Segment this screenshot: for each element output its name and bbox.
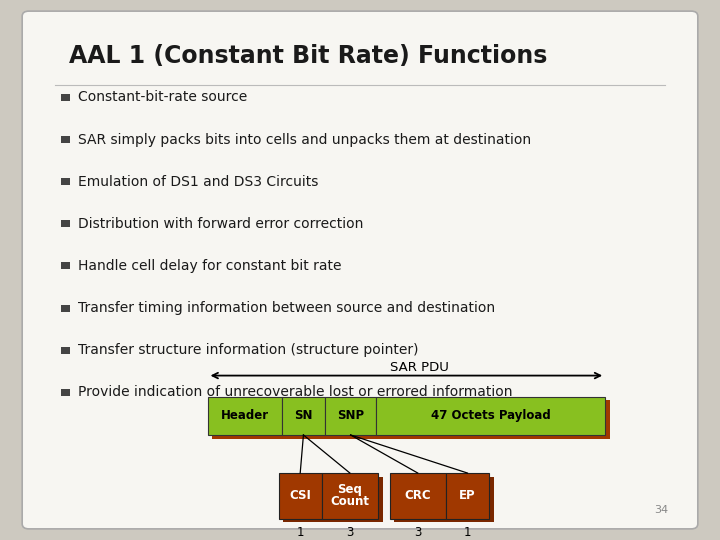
Text: SN: SN xyxy=(294,409,312,422)
Bar xyxy=(60,178,70,185)
Bar xyxy=(60,305,70,312)
Bar xyxy=(60,389,70,396)
Text: EP: EP xyxy=(459,489,476,502)
Text: Emulation of DS1 and DS3 Circuits: Emulation of DS1 and DS3 Circuits xyxy=(78,174,319,188)
Bar xyxy=(60,262,70,269)
Bar xyxy=(60,94,70,101)
Text: 34: 34 xyxy=(654,505,668,515)
Text: 1: 1 xyxy=(464,526,471,539)
Text: AAL 1 (Constant Bit Rate) Functions: AAL 1 (Constant Bit Rate) Functions xyxy=(68,44,547,68)
Text: CRC: CRC xyxy=(405,489,431,502)
Text: Seq
Count: Seq Count xyxy=(330,483,369,508)
Bar xyxy=(60,220,70,227)
Bar xyxy=(326,477,382,522)
Bar xyxy=(381,401,610,438)
Bar xyxy=(60,136,70,143)
Bar xyxy=(287,401,330,438)
Text: 3: 3 xyxy=(346,526,354,539)
Text: CSI: CSI xyxy=(289,489,311,502)
Bar xyxy=(330,401,381,438)
Bar xyxy=(325,397,377,435)
Bar xyxy=(390,473,446,519)
Text: 1: 1 xyxy=(297,526,304,539)
Text: Transfer structure information (structure pointer): Transfer structure information (structur… xyxy=(78,343,419,357)
Text: SNP: SNP xyxy=(337,409,364,422)
Bar xyxy=(60,347,70,354)
Text: Provide indication of unrecoverable lost or errored information: Provide indication of unrecoverable lost… xyxy=(78,386,513,400)
Bar xyxy=(377,397,605,435)
Text: Distribution with forward error correction: Distribution with forward error correcti… xyxy=(78,217,364,231)
Bar xyxy=(282,397,325,435)
Text: Handle cell delay for constant bit rate: Handle cell delay for constant bit rate xyxy=(78,259,342,273)
Text: Constant-bit-rate source: Constant-bit-rate source xyxy=(78,90,248,104)
Text: 47 Octets Payload: 47 Octets Payload xyxy=(431,409,551,422)
Bar xyxy=(451,477,494,522)
Bar xyxy=(212,401,287,438)
Text: SAR simply packs bits into cells and unpacks them at destination: SAR simply packs bits into cells and unp… xyxy=(78,132,531,146)
Text: 3: 3 xyxy=(414,526,421,539)
Bar xyxy=(322,473,378,519)
Bar xyxy=(279,473,322,519)
Text: Transfer timing information between source and destination: Transfer timing information between sour… xyxy=(78,301,495,315)
Bar xyxy=(395,477,451,522)
Bar xyxy=(446,473,489,519)
Bar xyxy=(207,397,282,435)
FancyBboxPatch shape xyxy=(22,11,698,529)
Text: Header: Header xyxy=(221,409,269,422)
Bar xyxy=(283,477,326,522)
Text: SAR PDU: SAR PDU xyxy=(390,361,449,374)
